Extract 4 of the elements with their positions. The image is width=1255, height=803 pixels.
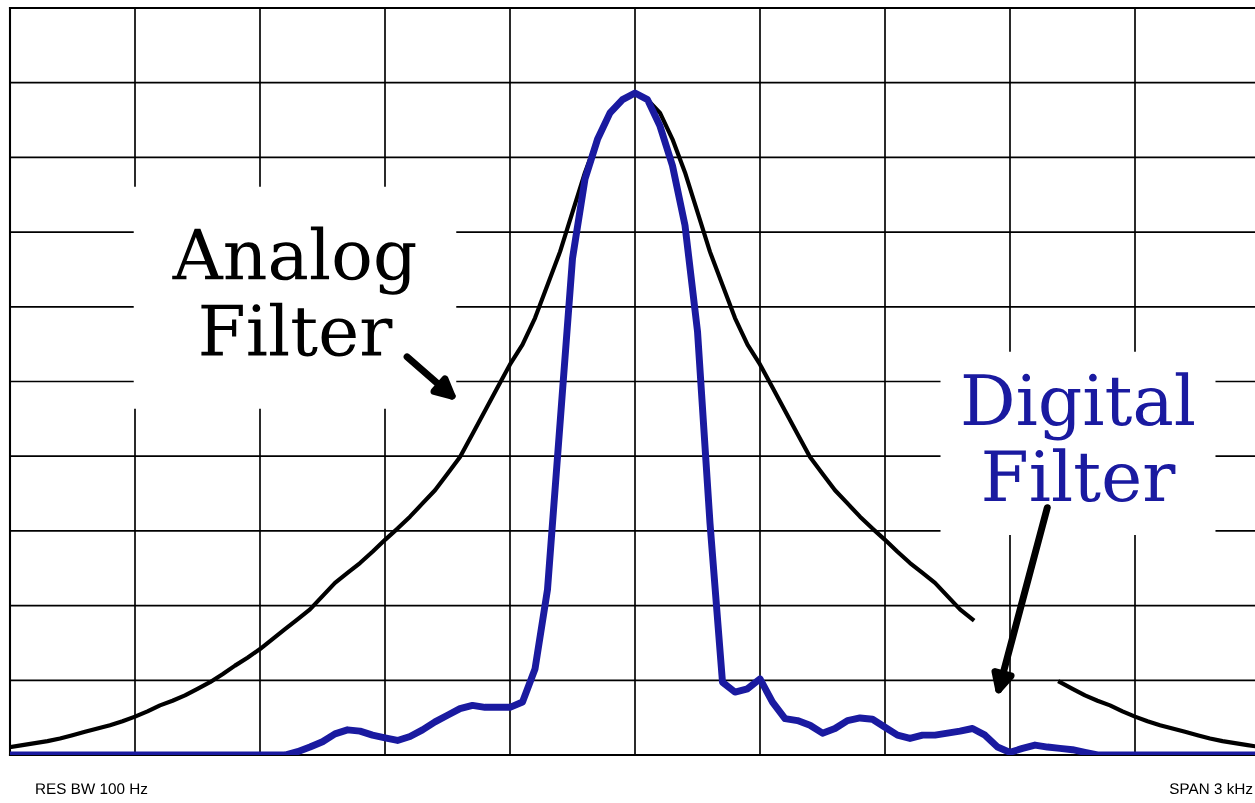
text: SPAN 3 kHz [1169,782,1253,795]
text: RES BW 100 Hz [36,783,148,795]
series-label: Analog Filter [172,226,416,357]
text: Digital Filter [963,372,1194,503]
